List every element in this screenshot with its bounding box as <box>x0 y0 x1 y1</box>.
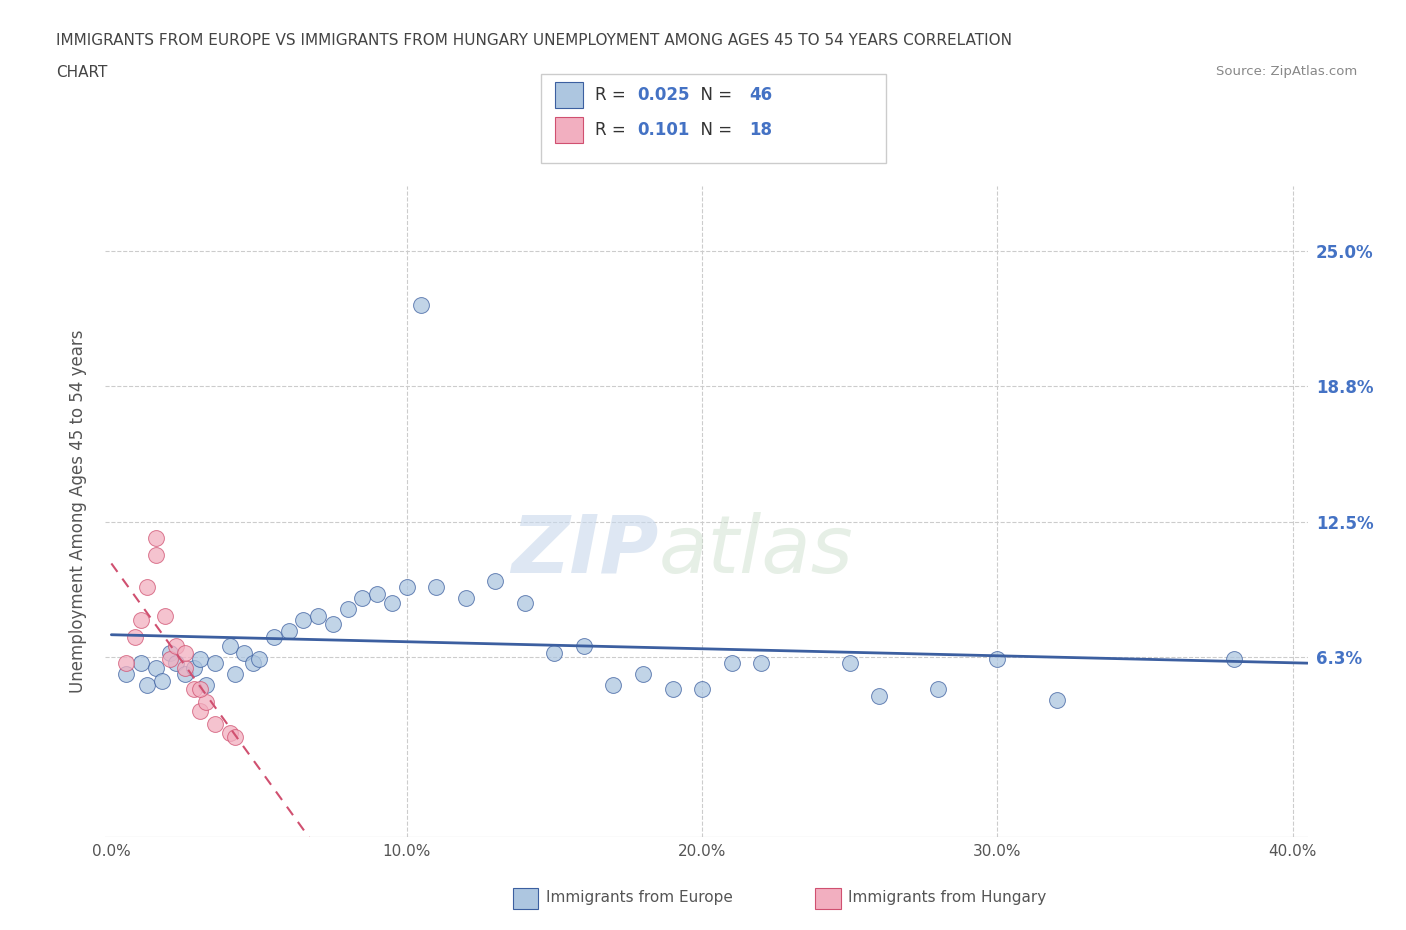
Point <box>194 678 217 693</box>
Point <box>188 652 211 667</box>
Point <box>188 682 211 697</box>
Point <box>868 688 890 703</box>
Point <box>129 613 152 628</box>
Point <box>322 617 344 631</box>
Point <box>233 645 256 660</box>
Point <box>194 695 217 710</box>
Text: CHART: CHART <box>56 65 108 80</box>
Point <box>135 678 157 693</box>
Point <box>366 587 388 602</box>
Y-axis label: Unemployment Among Ages 45 to 54 years: Unemployment Among Ages 45 to 54 years <box>69 330 87 693</box>
Text: N =: N = <box>690 86 738 104</box>
Point <box>749 656 772 671</box>
Text: 0.101: 0.101 <box>637 121 689 140</box>
Point <box>690 682 713 697</box>
Point <box>454 591 477 605</box>
Point <box>411 298 433 312</box>
Point <box>224 667 246 682</box>
Point <box>1222 652 1244 667</box>
Text: ZIP: ZIP <box>510 512 658 590</box>
Point <box>381 595 404 610</box>
Point <box>159 645 181 660</box>
Point <box>242 656 264 671</box>
Point <box>247 652 270 667</box>
Point <box>425 580 447 595</box>
Text: atlas: atlas <box>658 512 853 590</box>
Point <box>395 580 418 595</box>
Point <box>129 656 152 671</box>
Text: IMMIGRANTS FROM EUROPE VS IMMIGRANTS FROM HUNGARY UNEMPLOYMENT AMONG AGES 45 TO : IMMIGRANTS FROM EUROPE VS IMMIGRANTS FRO… <box>56 33 1012 47</box>
Point <box>336 602 359 617</box>
Point <box>145 548 167 563</box>
Point <box>602 678 624 693</box>
Point <box>183 660 205 675</box>
Point <box>135 580 157 595</box>
Point <box>218 725 240 740</box>
Text: 0.025: 0.025 <box>637 86 689 104</box>
Point <box>174 660 197 675</box>
Text: Source: ZipAtlas.com: Source: ZipAtlas.com <box>1216 65 1357 78</box>
Point <box>218 639 240 654</box>
Text: 18: 18 <box>749 121 772 140</box>
Point <box>145 660 167 675</box>
Point <box>986 652 1008 667</box>
Point <box>124 630 146 644</box>
Point <box>204 656 226 671</box>
Point <box>661 682 683 697</box>
Point <box>277 623 299 638</box>
Text: R =: R = <box>595 86 631 104</box>
Point <box>174 667 197 682</box>
Point <box>115 667 138 682</box>
Point <box>307 608 329 623</box>
Point <box>153 608 176 623</box>
Point <box>165 656 187 671</box>
Point <box>165 639 187 654</box>
Point <box>145 530 167 545</box>
Point <box>224 730 246 745</box>
Point <box>927 682 949 697</box>
Point <box>352 591 374 605</box>
Point <box>631 667 654 682</box>
Point <box>263 630 285 644</box>
Point <box>1045 693 1067 708</box>
Point <box>115 656 138 671</box>
Point <box>183 682 205 697</box>
Point <box>204 717 226 732</box>
Point <box>838 656 860 671</box>
Point <box>543 645 565 660</box>
Text: Immigrants from Hungary: Immigrants from Hungary <box>848 890 1046 905</box>
Text: R =: R = <box>595 121 636 140</box>
Point <box>188 704 211 719</box>
Point <box>150 673 173 688</box>
Point <box>159 652 181 667</box>
Point <box>513 595 536 610</box>
Point <box>174 645 197 660</box>
Text: Immigrants from Europe: Immigrants from Europe <box>546 890 733 905</box>
Text: 46: 46 <box>749 86 772 104</box>
Point <box>292 613 315 628</box>
Point <box>720 656 742 671</box>
Point <box>484 574 506 589</box>
Text: N =: N = <box>690 121 738 140</box>
Point <box>572 639 595 654</box>
